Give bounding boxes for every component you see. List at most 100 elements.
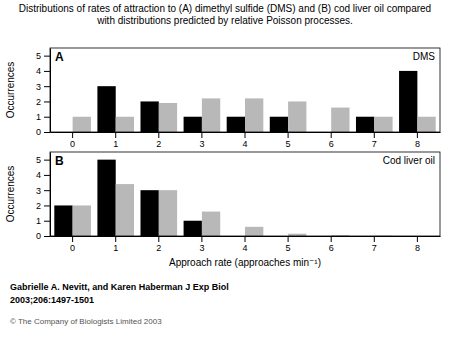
- x-tick: 7: [372, 132, 377, 149]
- x-tick-mark: [288, 132, 289, 138]
- y-tick: 3: [36, 82, 50, 92]
- x-axis: 0 1 2 3 4 5 6 7 8: [51, 132, 441, 149]
- y-tick-label: 4: [36, 66, 41, 76]
- plot-frame: [50, 152, 440, 236]
- panel-tag: DMS: [413, 51, 436, 62]
- x-tick-label: 1: [113, 243, 118, 253]
- y-tick-label: 0: [36, 231, 41, 241]
- y-tick-label: 3: [36, 186, 41, 196]
- bar: [356, 117, 374, 132]
- panel: 012345678012345OccurrencesADMS: [5, 48, 441, 149]
- bar: [140, 190, 158, 236]
- y-tick: 4: [36, 170, 50, 180]
- x-tick: 4: [242, 132, 247, 149]
- copyright: © The Company of Biologists Limited 2003: [10, 317, 162, 326]
- y-tick-mark: [44, 221, 50, 222]
- x-tick-label: 3: [199, 243, 204, 253]
- x-tick-mark: [72, 132, 73, 138]
- y-axis: 0 1 2 3 4 5: [36, 153, 51, 242]
- title-line: with distributions predicted by relative…: [96, 15, 353, 26]
- x-tick: 5: [286, 132, 291, 149]
- bars: [73, 71, 436, 132]
- x-tick-label: 1: [113, 139, 118, 149]
- y-tick-label: 0: [36, 127, 41, 137]
- x-tick: 4: [242, 236, 247, 253]
- y-tick-mark: [44, 236, 50, 237]
- y-tick-mark: [44, 117, 50, 118]
- y-tick-mark: [44, 56, 50, 57]
- x-tick-label: 5: [286, 139, 291, 149]
- x-tick-mark: [417, 132, 418, 138]
- x-tick: 8: [415, 236, 420, 253]
- bar: [270, 117, 288, 132]
- y-tick-label: 5: [36, 155, 41, 165]
- x-tick: 3: [199, 236, 204, 253]
- x-axis-title: Approach rate (approaches min⁻¹): [169, 257, 321, 268]
- y-tick: 1: [36, 216, 50, 226]
- x-tick: 6: [329, 132, 334, 149]
- y-tick-label: 2: [36, 97, 41, 107]
- bar: [245, 98, 263, 132]
- x-tick: 0: [70, 132, 75, 149]
- series: [97, 71, 417, 132]
- x-tick: 7: [372, 236, 377, 253]
- y-axis: 012345: [36, 49, 51, 138]
- y-tick-mark: [44, 132, 50, 133]
- chart: Distributions of rates of attraction to …: [0, 0, 450, 338]
- x-tick: 1: [113, 132, 118, 149]
- x-tick: 2: [156, 236, 161, 253]
- x-tick-mark: [374, 132, 375, 138]
- bar: [227, 117, 245, 132]
- y-tick: 0: [36, 231, 50, 241]
- panel: 012345678012345OccurrencesApproach rate …: [5, 152, 441, 268]
- x-tick-mark: [331, 236, 332, 242]
- bar: [159, 103, 177, 132]
- y-tick-mark: [44, 175, 50, 176]
- series: [73, 184, 393, 236]
- x-tick-label: 6: [329, 139, 334, 149]
- panel-label: B: [55, 154, 64, 168]
- x-tick-label: 8: [415, 139, 420, 149]
- x-tick-label: 7: [372, 139, 377, 149]
- plot-frame: [50, 48, 440, 132]
- bar: [97, 160, 115, 236]
- x-tick-label: 5: [286, 243, 291, 253]
- y-tick: 2: [36, 201, 50, 211]
- y-tick: 5: [36, 155, 50, 165]
- bar: [140, 101, 158, 132]
- bar: [73, 205, 91, 236]
- x-tick-mark: [115, 132, 116, 138]
- x-tick-mark: [201, 236, 202, 242]
- x-tick: 0: [70, 236, 75, 253]
- bar: [374, 117, 392, 132]
- x-tick: 8: [415, 132, 420, 149]
- bar: [159, 190, 177, 236]
- bar: [245, 227, 263, 236]
- footer: 2003;206:1497-1501: [10, 295, 94, 305]
- bar: [184, 221, 202, 236]
- bars: [54, 160, 392, 236]
- x-tick: 3: [199, 132, 204, 149]
- axis-line: [50, 153, 51, 237]
- y-tick-label: 2: [36, 201, 41, 211]
- x-tick-label: 8: [415, 243, 420, 253]
- y-axis-title: Occurrences: [5, 166, 16, 223]
- x-tick-label: 2: [156, 243, 161, 253]
- x-tick-mark: [201, 132, 202, 138]
- y-tick-label: 1: [36, 216, 41, 226]
- panel-tag: Cod liver oil: [383, 155, 435, 166]
- y-tick-label: 5: [36, 51, 41, 61]
- y-tick: 0: [36, 127, 50, 137]
- x-tick-mark: [331, 132, 332, 138]
- title: Distributions of rates of attraction to …: [19, 3, 431, 26]
- bar: [97, 86, 115, 132]
- bar: [54, 205, 72, 236]
- x-tick: 2: [156, 132, 161, 149]
- y-tick-label: 4: [36, 170, 41, 180]
- y-tick-mark: [44, 71, 50, 72]
- bar: [399, 71, 417, 132]
- bar: [73, 117, 91, 132]
- x-tick-label: 2: [156, 139, 161, 149]
- series: [73, 98, 436, 132]
- x-tick-mark: [158, 132, 159, 138]
